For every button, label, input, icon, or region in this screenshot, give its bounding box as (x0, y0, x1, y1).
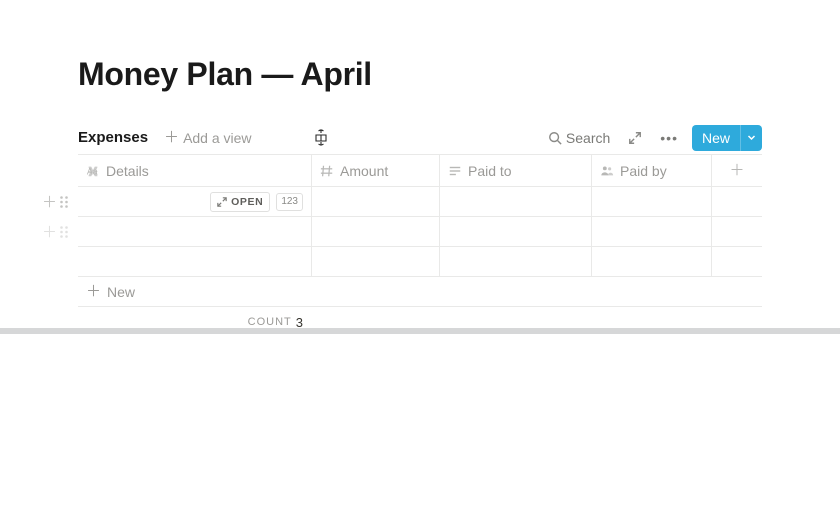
new-button[interactable]: New (692, 125, 762, 151)
open-icon (217, 197, 227, 207)
svg-text:Aa: Aa (87, 166, 98, 176)
table-row[interactable]: ＋ OPEN 123 (78, 187, 762, 217)
column-header-paidby[interactable]: Paid by (592, 155, 712, 186)
dots-icon: ••• (660, 130, 678, 146)
person-icon (600, 164, 614, 178)
drag-handle-icon[interactable] (59, 225, 69, 239)
text-icon (448, 164, 462, 178)
plus-icon: ＋ (729, 163, 744, 178)
cell-amount[interactable] (312, 247, 440, 276)
cell-paidby[interactable] (592, 247, 712, 276)
column-header-details[interactable]: Aa Details (78, 155, 312, 186)
cell-amount[interactable] (312, 217, 440, 246)
column-label: Paid to (468, 163, 512, 179)
row-handles[interactable]: ＋ (42, 187, 69, 217)
view-bar: Expenses ＋ Add a view Search ••• New (78, 121, 762, 155)
column-label: Details (106, 163, 149, 179)
cell-empty (712, 217, 762, 246)
cell-details[interactable] (78, 247, 312, 276)
cell-details[interactable]: OPEN 123 (78, 187, 312, 216)
row-handles[interactable]: ＋ (42, 217, 69, 247)
cell-empty (712, 187, 762, 216)
cell-paidby[interactable] (592, 187, 712, 216)
count-label: COUNT (248, 316, 292, 328)
table-row[interactable]: ＋ (78, 217, 762, 247)
cell-paidto[interactable] (440, 187, 592, 216)
cell-paidto[interactable] (440, 217, 592, 246)
expand-button[interactable] (624, 129, 646, 147)
cell-paidto[interactable] (440, 247, 592, 276)
number-icon (320, 164, 334, 178)
add-view-label: Add a view (183, 130, 251, 146)
column-header-paidto[interactable]: Paid to (440, 155, 592, 186)
cell-tag[interactable]: 123 (276, 193, 303, 211)
cell-details[interactable] (78, 217, 312, 246)
add-column-button[interactable]: ＋ (712, 155, 762, 186)
title-icon: Aa (86, 164, 100, 178)
chevron-down-icon (747, 133, 756, 142)
search-button[interactable]: Search (544, 128, 614, 148)
column-label: Amount (340, 163, 388, 179)
table-header: Aa Details Amount Paid to Paid by ＋ (78, 155, 762, 187)
add-row-icon[interactable]: ＋ (42, 195, 57, 210)
add-view-button[interactable]: ＋ Add a view (160, 128, 256, 148)
open-row-button[interactable]: OPEN (210, 192, 270, 212)
add-row-label: New (107, 284, 135, 300)
search-label: Search (566, 130, 610, 146)
cell-amount[interactable] (312, 187, 440, 216)
column-header-amount[interactable]: Amount (312, 155, 440, 186)
table-body: ＋ OPEN 123 ＋ (78, 187, 762, 277)
plus-icon: ＋ (86, 284, 101, 299)
cell-empty (712, 247, 762, 276)
new-button-label: New (692, 125, 740, 151)
add-row-button[interactable]: ＋ New (78, 277, 762, 307)
table-row[interactable] (78, 247, 762, 277)
database-table: Aa Details Amount Paid to Paid by ＋ (78, 155, 762, 337)
add-row-icon[interactable]: ＋ (42, 225, 57, 240)
search-icon (548, 131, 562, 145)
plus-icon: ＋ (164, 130, 179, 145)
expand-icon (628, 131, 642, 145)
new-button-dropdown[interactable] (740, 125, 762, 151)
column-label: Paid by (620, 163, 667, 179)
window-divider (0, 328, 840, 334)
view-name[interactable]: Expenses (78, 129, 148, 146)
page-title: Money Plan — April (78, 56, 762, 93)
open-label: OPEN (231, 196, 263, 208)
cell-paidby[interactable] (592, 217, 712, 246)
drag-handle-icon[interactable] (59, 195, 69, 209)
more-button[interactable]: ••• (656, 128, 682, 148)
